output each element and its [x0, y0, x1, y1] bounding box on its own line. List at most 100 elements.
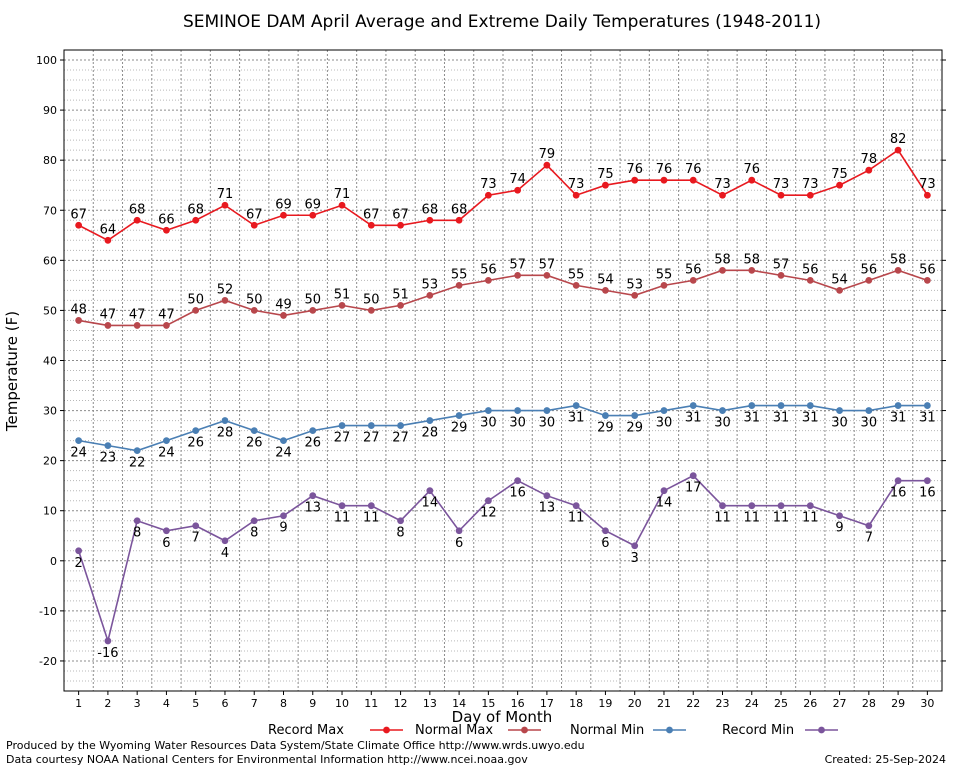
- normal-max-point: [719, 266, 726, 274]
- x-tick-label: 30: [920, 697, 934, 710]
- x-tick-label: 18: [569, 697, 583, 710]
- y-tick-label: 40: [43, 354, 57, 367]
- x-tick-label: 23: [716, 697, 730, 710]
- legend-marker-normal-max: [521, 726, 528, 734]
- normal-min-point: [836, 407, 843, 414]
- record-max-point: [660, 176, 668, 184]
- y-axis-label: Temperature (F): [3, 311, 21, 432]
- normal-max-data-label: 50: [304, 292, 321, 307]
- normal-min-point: [923, 402, 931, 409]
- normal-max-data-label: 55: [451, 267, 468, 282]
- normal-min-data-label: 26: [304, 436, 321, 451]
- normal-min-data-label: 24: [70, 446, 87, 461]
- y-tick-label: 90: [43, 104, 57, 117]
- record-max-point: [192, 216, 200, 224]
- normal-max-point: [367, 307, 375, 314]
- normal-max-point: [806, 276, 814, 284]
- y-tick-label: 0: [50, 555, 57, 568]
- record-max-point: [280, 211, 287, 219]
- normal-min-data-label: 30: [714, 416, 731, 431]
- record-min-data-label: 7: [192, 531, 200, 546]
- normal-max-data-label: 57: [539, 257, 556, 272]
- plot-border: [63, 49, 943, 692]
- normal-max-data-label: 53: [422, 277, 439, 292]
- legend: Record Max Normal Max Normal Min Record Min: [268, 723, 838, 738]
- normal-max-point: [631, 291, 639, 299]
- normal-max-line: [78, 269, 928, 327]
- record-min-point: [163, 527, 170, 535]
- normal-max-data-label: 55: [656, 267, 673, 282]
- x-tick-label: 4: [163, 697, 170, 710]
- record-max-point: [397, 221, 404, 229]
- record-max-point: [133, 216, 141, 224]
- record-min-line: [77, 474, 928, 644]
- normal-max-point: [397, 301, 404, 309]
- normal-min-data-label: 31: [685, 411, 702, 426]
- record-min-data-label: 6: [455, 536, 463, 551]
- x-tick-label: 25: [774, 697, 788, 710]
- record-min-data-label: 11: [334, 511, 351, 526]
- y-tick-label: 60: [43, 254, 57, 267]
- normal-min-point: [221, 417, 229, 424]
- x-tick-label: 27: [833, 697, 847, 710]
- normal-min-data-label: 27: [334, 431, 351, 446]
- normal-min-point: [719, 407, 726, 414]
- x-tick-label: 28: [862, 697, 876, 710]
- record-max-point: [543, 161, 551, 169]
- record-max-point: [602, 181, 609, 189]
- record-min-data-label: 11: [743, 511, 760, 526]
- record-max-point: [806, 191, 814, 199]
- record-max-data-label: 69: [275, 197, 292, 212]
- normal-min-point: [484, 407, 492, 414]
- normal-max-point: [426, 291, 434, 299]
- record-min-data-label: 11: [568, 511, 585, 526]
- record-max-point: [367, 221, 375, 229]
- normal-max-point: [250, 307, 258, 314]
- normal-max-data-label: 48: [70, 302, 87, 317]
- record-max-data-label: 74: [509, 172, 526, 187]
- record-min-data-label: 11: [773, 511, 790, 526]
- record-min-point: [689, 472, 697, 480]
- normal-min-data-label: 23: [100, 451, 117, 466]
- normal-min-point: [75, 437, 83, 445]
- record-max-point: [426, 216, 434, 224]
- record-min-point: [719, 502, 726, 510]
- record-min-point: [455, 527, 463, 535]
- normal-min-point: [338, 422, 346, 429]
- normal-min-data-label: 27: [363, 431, 380, 446]
- record-max-point: [104, 236, 112, 244]
- normal-min-point: [894, 402, 902, 409]
- record-min-data-label: 11: [714, 511, 731, 526]
- record-min-data-label: 13: [539, 501, 556, 516]
- record-max-data-label: 73: [480, 177, 497, 192]
- record-min-point: [631, 542, 639, 550]
- normal-max-data-label: 54: [831, 272, 848, 287]
- record-max-data-label: 75: [831, 167, 848, 182]
- record-min-point: [367, 502, 375, 510]
- legend-label-record-min: Record Min: [722, 723, 794, 738]
- normal-max-data-label: 58: [890, 252, 907, 267]
- record-max-point: [894, 146, 902, 154]
- record-max-data-label: 68: [129, 202, 146, 217]
- normal-min-data-label: 29: [597, 421, 614, 436]
- normal-min-point: [163, 437, 170, 445]
- record-min-point: [514, 477, 522, 485]
- normal-min-point: [104, 442, 112, 450]
- legend-label-record-max: Record Max: [268, 723, 344, 738]
- y-tick-label: 80: [43, 154, 57, 167]
- record-max-point: [221, 201, 229, 209]
- record-max-point: [250, 221, 258, 229]
- x-tick-label: 8: [280, 697, 287, 710]
- normal-max-point: [689, 276, 697, 284]
- record-min-data-label: 13: [304, 501, 321, 516]
- normal-max-data-label: 55: [568, 267, 585, 282]
- normal-min-data-label: 31: [568, 411, 585, 426]
- record-max-data-label: 78: [861, 152, 878, 167]
- normal-max-data-label: 58: [743, 252, 760, 267]
- record-min-data-label: 8: [133, 526, 141, 541]
- legend-label-normal-max: Normal Max: [415, 723, 493, 738]
- normal-max-data-label: 47: [100, 307, 117, 322]
- x-tick-label: 5: [192, 697, 199, 710]
- normal-min-data-label: 30: [509, 416, 526, 431]
